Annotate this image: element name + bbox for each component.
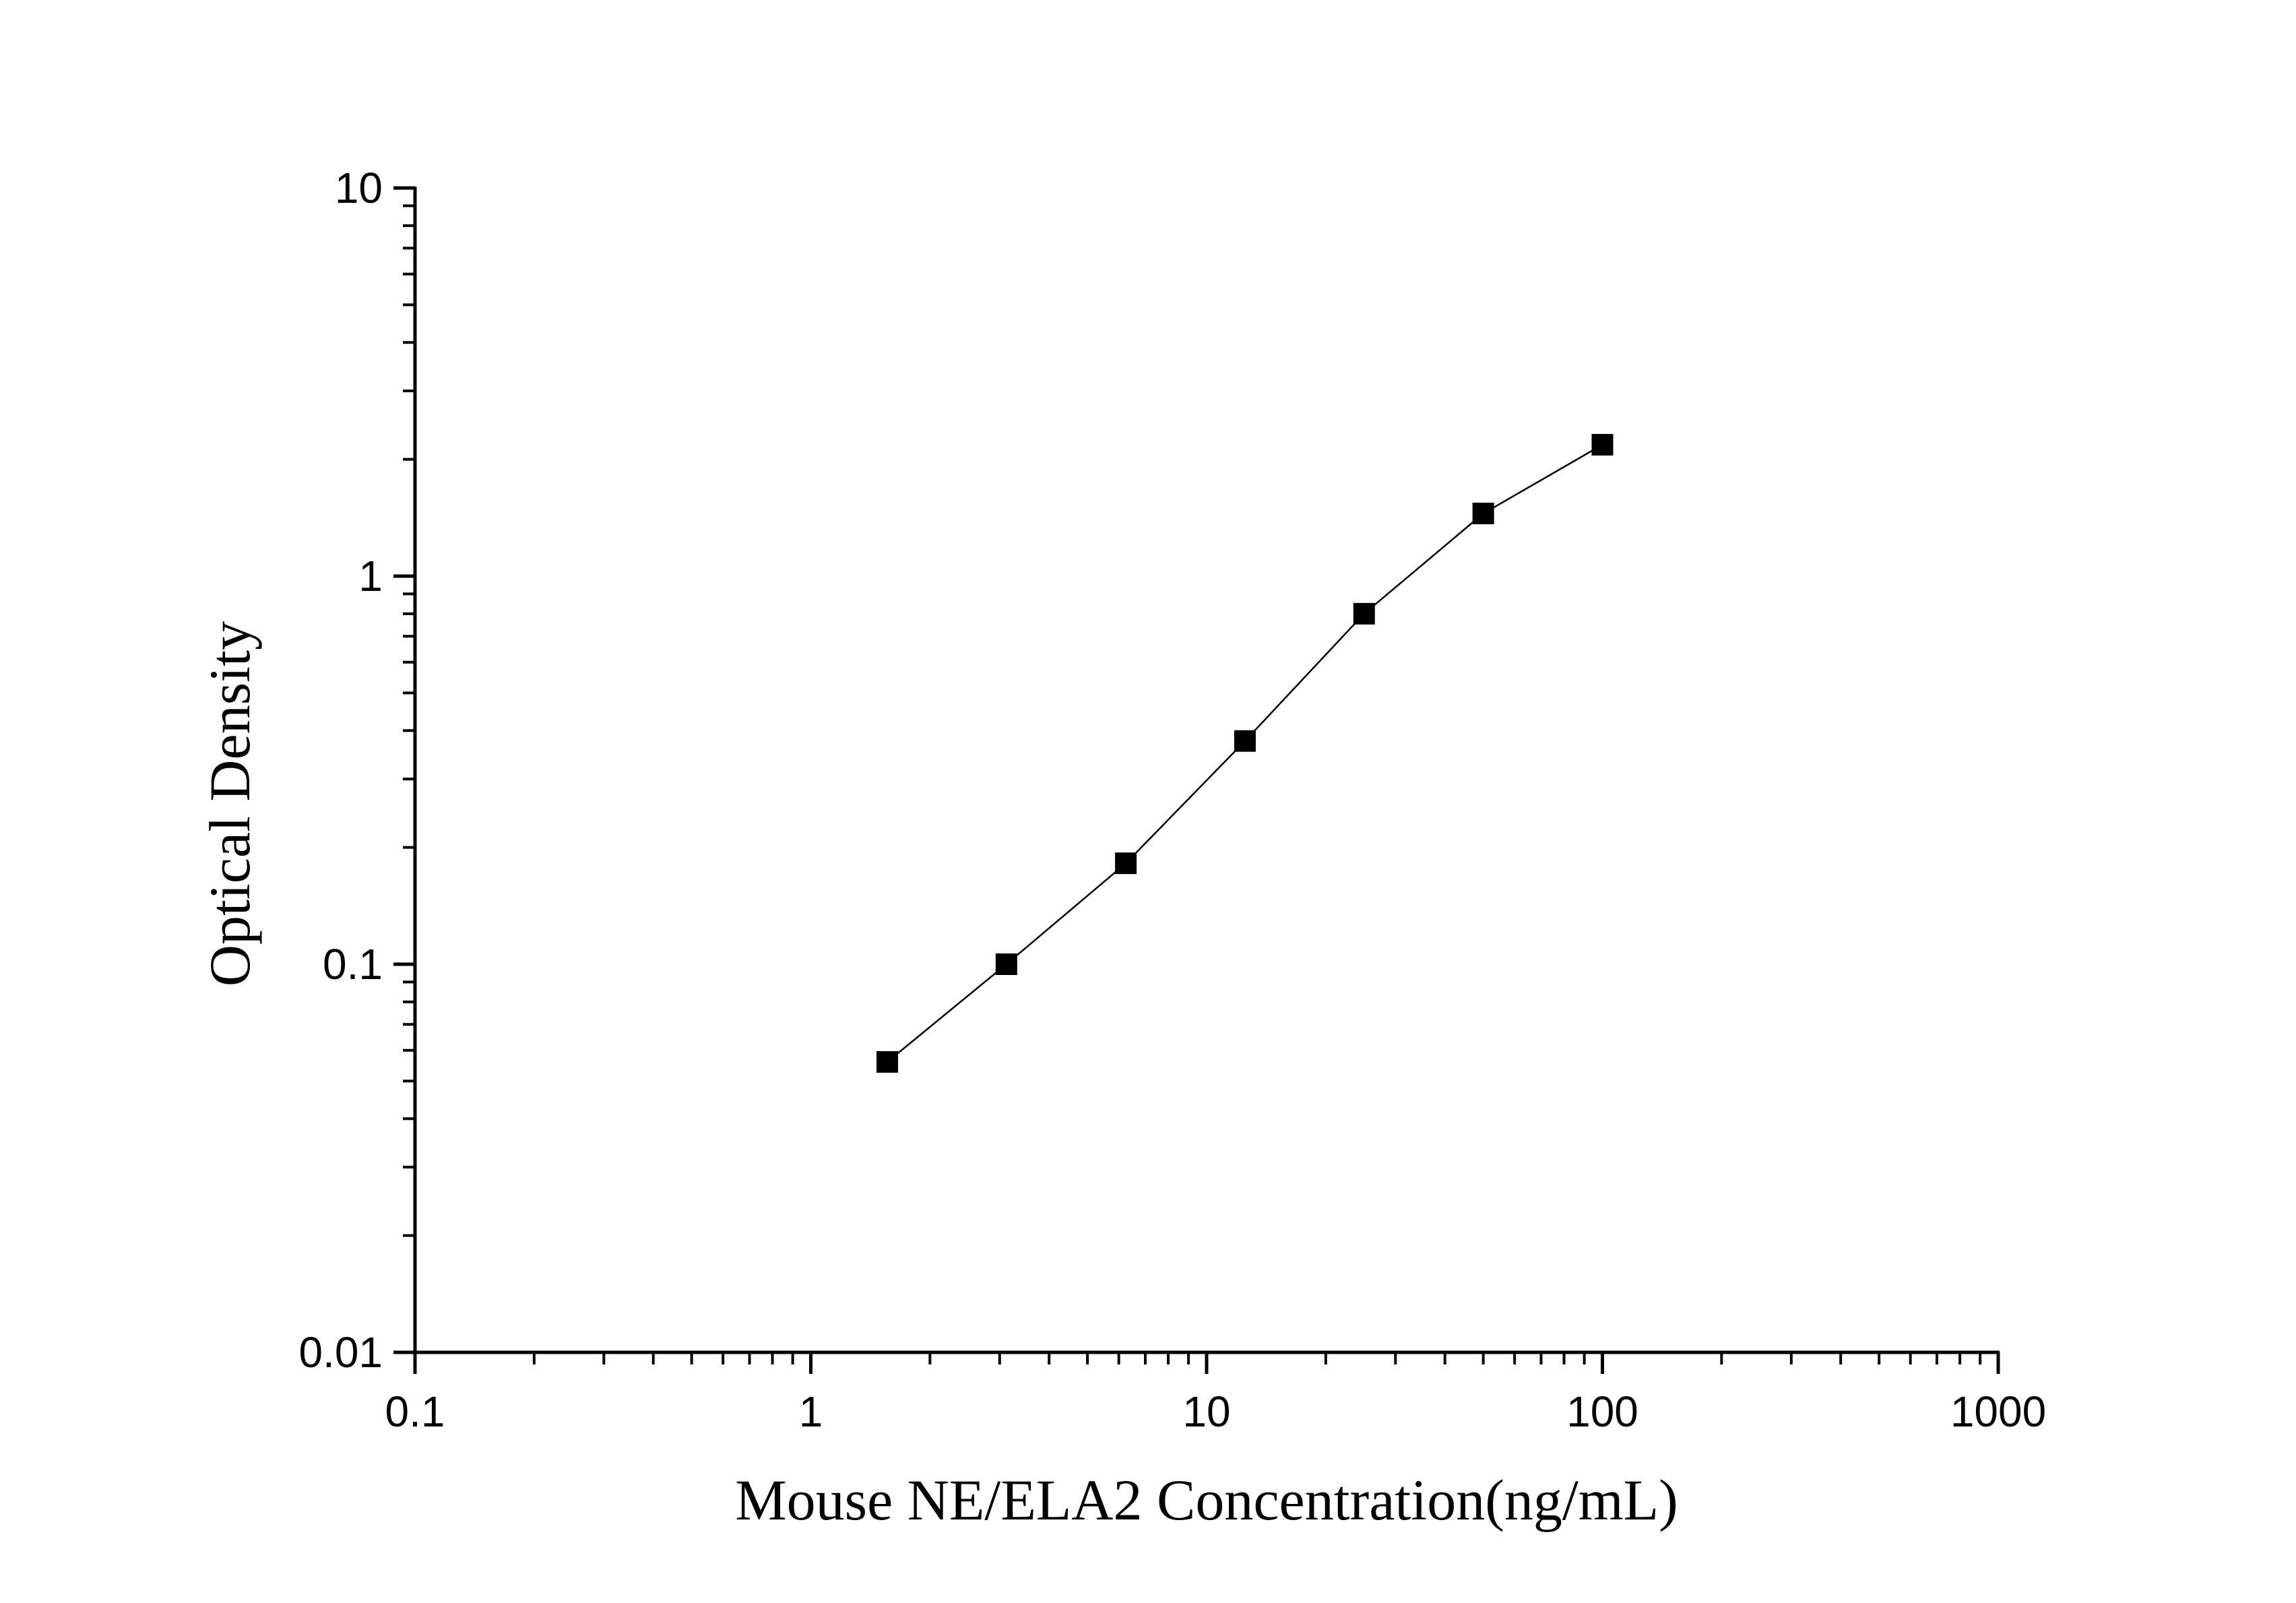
series-markers xyxy=(876,434,1614,1073)
y-tick-label: 0.01 xyxy=(298,1328,383,1377)
data-point xyxy=(1353,602,1375,625)
series-polyline xyxy=(887,443,1603,1063)
y-tick-label: 10 xyxy=(335,164,383,212)
x-tick-label: 10 xyxy=(1182,1387,1230,1436)
x-axis-title: Mouse NE/ELA2 Concentration(ng/mL) xyxy=(735,1468,1678,1532)
y-axis-title: Optical Density xyxy=(197,621,262,986)
x-tick-label: 100 xyxy=(1566,1387,1638,1436)
data-point xyxy=(1234,730,1256,752)
data-point xyxy=(995,953,1017,975)
data-point xyxy=(1591,434,1614,456)
y-tick-label: 0.1 xyxy=(323,940,383,988)
data-point xyxy=(876,1051,898,1073)
data-point xyxy=(1472,503,1494,525)
x-tick-label: 1 xyxy=(799,1387,823,1436)
data-point xyxy=(1115,852,1137,875)
series-line xyxy=(887,443,1603,1063)
x-tick-label: 1000 xyxy=(1950,1387,2046,1436)
y-tick-label: 1 xyxy=(358,552,383,600)
x-tick-label: 0.1 xyxy=(385,1387,445,1436)
